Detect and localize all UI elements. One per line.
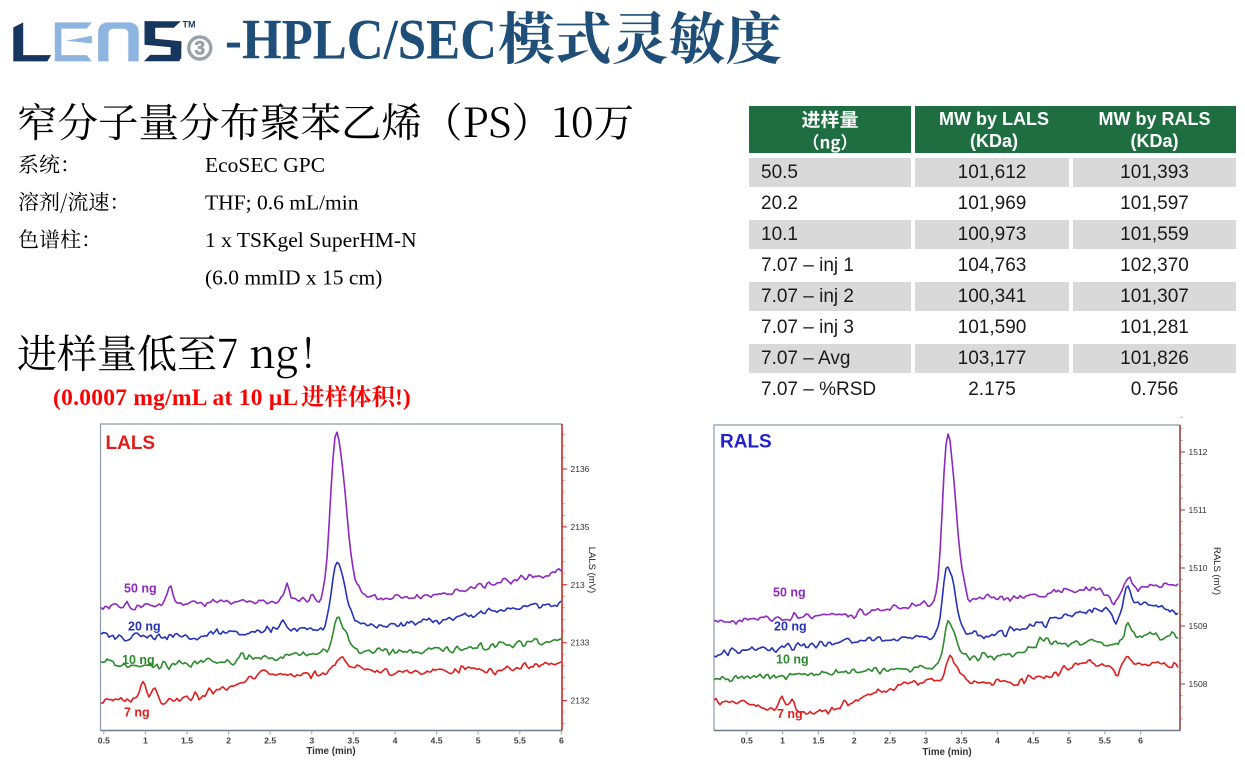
svg-text:1 x TSKgel SuperHM-N: 1 x TSKgel SuperHM-N bbox=[205, 228, 417, 252]
svg-text:7 ng: 7 ng bbox=[777, 707, 803, 721]
svg-text:10 ng: 10 ng bbox=[776, 653, 809, 667]
svg-text:1508: 1508 bbox=[1189, 679, 1208, 689]
svg-text:1511: 1511 bbox=[1189, 505, 1208, 515]
svg-text:TM: TM bbox=[183, 20, 196, 30]
svg-text:5.5: 5.5 bbox=[1099, 736, 1111, 746]
svg-text:3.5: 3.5 bbox=[956, 736, 968, 746]
svg-text:1512: 1512 bbox=[1189, 447, 1208, 457]
svg-text:2135: 2135 bbox=[571, 522, 590, 532]
svg-text:3.5: 3.5 bbox=[347, 736, 359, 746]
svg-text:2: 2 bbox=[852, 736, 857, 746]
svg-text:!): !) bbox=[395, 385, 411, 411]
svg-text:5.5: 5.5 bbox=[514, 736, 526, 746]
svg-text:2.5: 2.5 bbox=[264, 736, 276, 746]
svg-text:0.5: 0.5 bbox=[98, 736, 110, 746]
svg-text:4: 4 bbox=[393, 736, 398, 746]
svg-text:5: 5 bbox=[476, 736, 481, 746]
svg-text:50 ng: 50 ng bbox=[773, 586, 806, 600]
svg-text:1509: 1509 bbox=[1189, 621, 1208, 631]
svg-text:10 ng: 10 ng bbox=[122, 653, 155, 667]
svg-text:Time (min): Time (min) bbox=[306, 746, 355, 757]
svg-text:(6.0 mmID x 15 cm): (6.0 mmID x 15 cm) bbox=[205, 266, 382, 290]
svg-text:1.5: 1.5 bbox=[812, 736, 824, 746]
svg-text:0.5: 0.5 bbox=[741, 736, 753, 746]
svg-text:4.5: 4.5 bbox=[431, 736, 443, 746]
svg-text:4.5: 4.5 bbox=[1027, 736, 1039, 746]
svg-text:EcoSEC GPC: EcoSEC GPC bbox=[205, 153, 325, 177]
svg-text:1: 1 bbox=[143, 736, 148, 746]
svg-text:2136: 2136 bbox=[571, 464, 590, 474]
svg-text:-HPLC/SEC: -HPLC/SEC bbox=[225, 9, 497, 72]
svg-text:50 ng: 50 ng bbox=[124, 582, 157, 596]
svg-text:3: 3 bbox=[309, 736, 314, 746]
svg-text:3: 3 bbox=[195, 38, 206, 59]
svg-text:213: 213 bbox=[571, 580, 585, 590]
svg-text:THF; 0.6 mL/min: THF; 0.6 mL/min bbox=[205, 191, 359, 215]
svg-text:4: 4 bbox=[995, 736, 1000, 746]
svg-text:(0.0007 mg/mL at 10 μL: (0.0007 mg/mL at 10 μL bbox=[53, 385, 298, 411]
svg-text:LALS: LALS bbox=[106, 433, 156, 454]
svg-text:7 ng: 7 ng bbox=[124, 706, 150, 720]
svg-text:Time (min): Time (min) bbox=[922, 747, 971, 758]
svg-text:6: 6 bbox=[1138, 736, 1143, 746]
svg-text:LALS (mV): LALS (mV) bbox=[586, 547, 597, 593]
svg-text:6: 6 bbox=[559, 736, 564, 746]
svg-text:3: 3 bbox=[923, 736, 928, 746]
svg-text:20 ng: 20 ng bbox=[128, 620, 161, 634]
svg-text:2132: 2132 bbox=[571, 696, 590, 706]
svg-text:RALS: RALS bbox=[720, 432, 772, 453]
svg-text:2: 2 bbox=[226, 736, 231, 746]
svg-text:1: 1 bbox=[780, 736, 785, 746]
svg-text:RALS (mV): RALS (mV) bbox=[1211, 547, 1222, 595]
svg-text:1510: 1510 bbox=[1189, 563, 1208, 573]
svg-text:1.5: 1.5 bbox=[181, 736, 193, 746]
svg-text:5: 5 bbox=[1067, 736, 1072, 746]
svg-text:2.5: 2.5 bbox=[884, 736, 896, 746]
svg-text:2133: 2133 bbox=[571, 638, 590, 648]
svg-text:20 ng: 20 ng bbox=[774, 620, 807, 634]
